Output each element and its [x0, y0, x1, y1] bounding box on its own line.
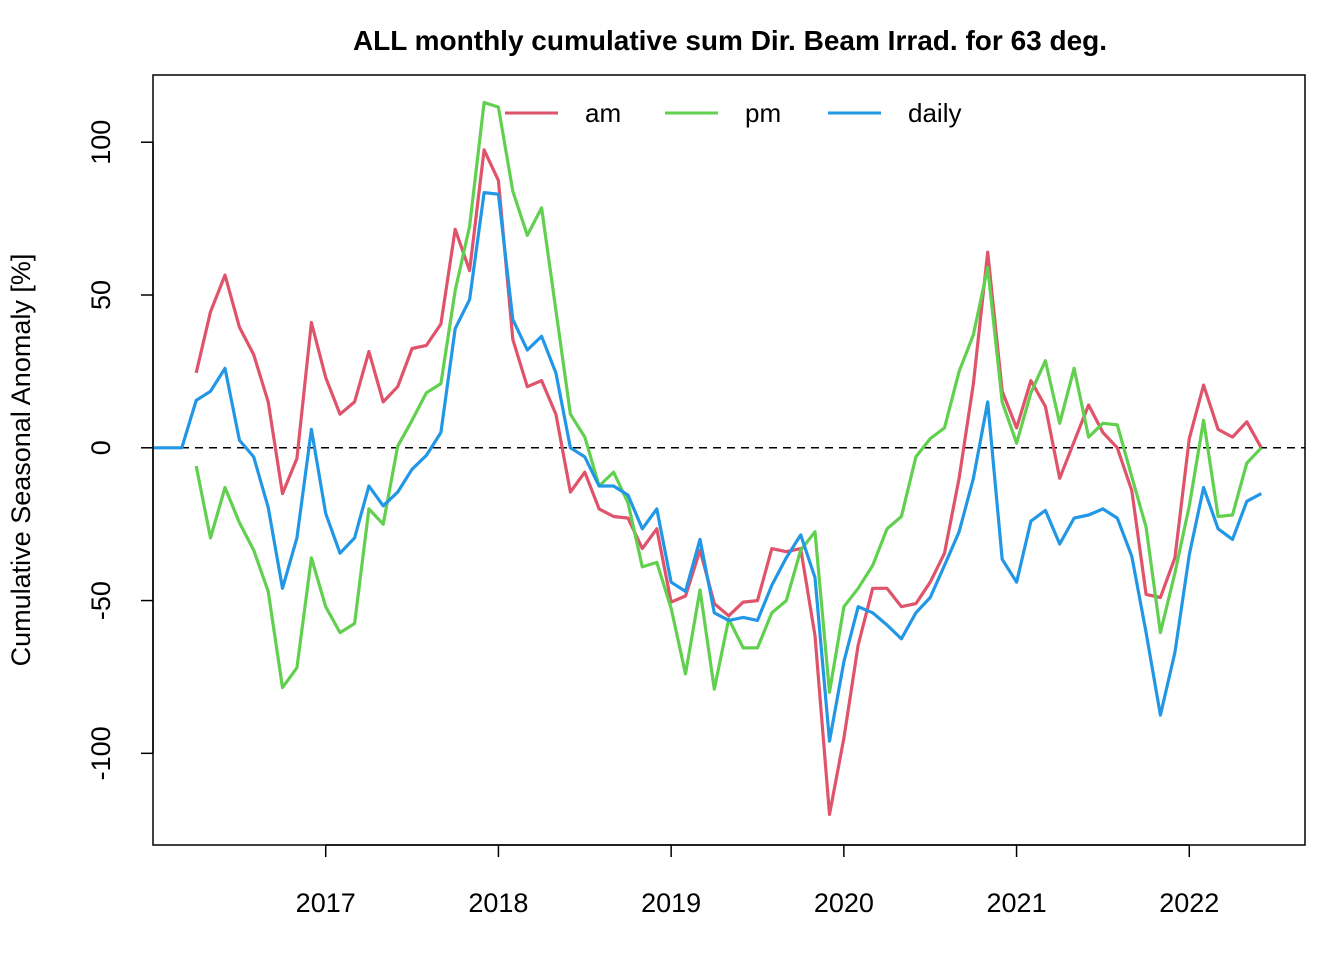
legend-label-daily: daily	[908, 98, 961, 128]
series-line-daily	[153, 191, 1263, 743]
series-line-am	[194, 148, 1263, 817]
x-tick-label: 2019	[641, 888, 701, 918]
x-tick-label: 2022	[1159, 888, 1219, 918]
y-axis-label: Cumulative Seasonal Anomaly [%]	[6, 254, 36, 667]
x-tick-label: 2017	[296, 888, 356, 918]
legend: am pm daily	[505, 98, 961, 128]
x-axis: 2017 2018 2019 2020 2021 2022	[296, 844, 1219, 918]
y-tick-label: -100	[86, 726, 116, 780]
plot-frame	[152, 74, 1306, 846]
x-tick-label: 2020	[814, 888, 874, 918]
x-tick-label: 2018	[468, 888, 528, 918]
y-axis: -100 -50 0 50 100	[86, 120, 154, 780]
chart-title: ALL monthly cumulative sum Dir. Beam Irr…	[353, 25, 1107, 56]
y-tick-label: -50	[86, 581, 116, 620]
y-tick-label: 50	[86, 280, 116, 310]
y-tick-label: 0	[86, 440, 116, 455]
series-layer	[153, 100, 1263, 817]
legend-label-pm: pm	[745, 98, 781, 128]
x-tick-label: 2021	[987, 888, 1047, 918]
y-tick-label: 100	[86, 120, 116, 165]
legend-label-am: am	[585, 98, 621, 128]
